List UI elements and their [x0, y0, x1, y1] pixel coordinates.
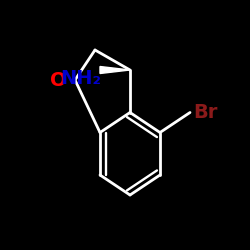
Polygon shape — [100, 66, 130, 73]
Text: O: O — [50, 70, 67, 90]
Text: NH₂: NH₂ — [61, 69, 102, 88]
Text: Br: Br — [193, 103, 217, 122]
